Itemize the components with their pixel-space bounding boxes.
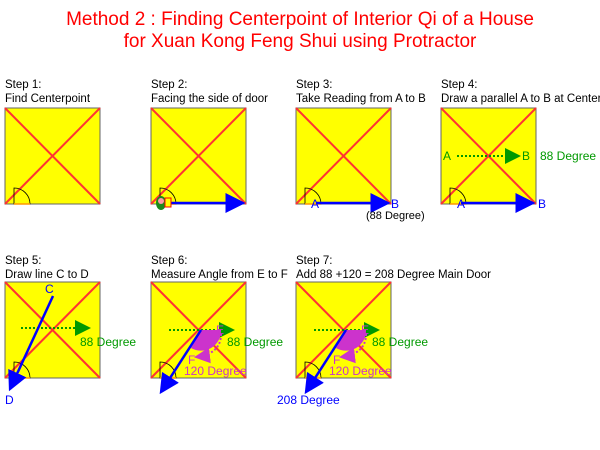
eye-icon bbox=[156, 196, 172, 210]
step-1: Step 1: Find Centerpoint bbox=[4, 79, 101, 205]
step-6: Step 6: Measure Angle from E to F E F 88… bbox=[150, 255, 288, 395]
point-c: C bbox=[45, 282, 54, 296]
point-b: B bbox=[391, 197, 399, 211]
step-caption: Add 88 +120 = 208 Degree Main Door bbox=[296, 269, 491, 281]
step-label: Step 4: bbox=[441, 79, 477, 91]
degree-label: 88 Degree bbox=[372, 335, 428, 349]
step-caption: Facing the side of door bbox=[151, 93, 268, 105]
step-label: Step 1: bbox=[5, 79, 41, 91]
angle-label: 120 Degree bbox=[184, 364, 247, 378]
point-f: F bbox=[333, 353, 340, 367]
title-line2: for Xuan Kong Feng Shui using Protractor bbox=[124, 31, 477, 52]
step-caption: Find Centerpoint bbox=[5, 93, 91, 105]
step-label: Step 7: bbox=[296, 255, 332, 267]
degree-label: 88 Degree bbox=[540, 149, 596, 163]
point-a-center: A bbox=[443, 149, 451, 163]
step-label: Step 2: bbox=[151, 79, 187, 91]
result-label: 208 Degree bbox=[277, 393, 340, 407]
reading-value: (88 Degree) bbox=[366, 210, 425, 222]
step-7: Step 7: Add 88 +120 = 208 Degree Main Do… bbox=[277, 255, 491, 407]
step-caption: Measure Angle from E to F bbox=[151, 269, 288, 281]
title-line1: Method 2 : Finding Centerpoint of Interi… bbox=[66, 9, 534, 30]
point-a: A bbox=[457, 197, 465, 211]
step-3: Step 3: Take Reading from A to B A B (88… bbox=[295, 79, 426, 222]
step-label: Step 6: bbox=[151, 255, 187, 267]
step-2: Step 2: Facing the side of door bbox=[150, 79, 268, 213]
step-5: Step 5: Draw line C to D C D 88 Degree bbox=[4, 255, 136, 407]
degree-label: 88 Degree bbox=[227, 335, 283, 349]
line-c-d bbox=[8, 295, 55, 392]
step-label: Step 5: bbox=[5, 255, 41, 267]
point-f: F bbox=[188, 353, 195, 367]
step-caption: Take Reading from A to B bbox=[296, 93, 426, 105]
degree-label: 88 Degree bbox=[80, 335, 136, 349]
step-caption: Draw line C to D bbox=[5, 269, 89, 281]
step-label: Step 3: bbox=[296, 79, 332, 91]
angle-label: 120 Degree bbox=[329, 364, 392, 378]
point-a: A bbox=[311, 197, 319, 211]
point-b-center: B bbox=[522, 149, 530, 163]
step-4: Step 4: Draw a parallel A to B at Center… bbox=[440, 79, 600, 213]
step-caption: Draw a parallel A to B at Center bbox=[441, 93, 600, 105]
point-b: B bbox=[538, 197, 546, 211]
point-d: D bbox=[5, 393, 14, 407]
point-e: E bbox=[216, 323, 224, 337]
point-e: E bbox=[361, 323, 369, 337]
